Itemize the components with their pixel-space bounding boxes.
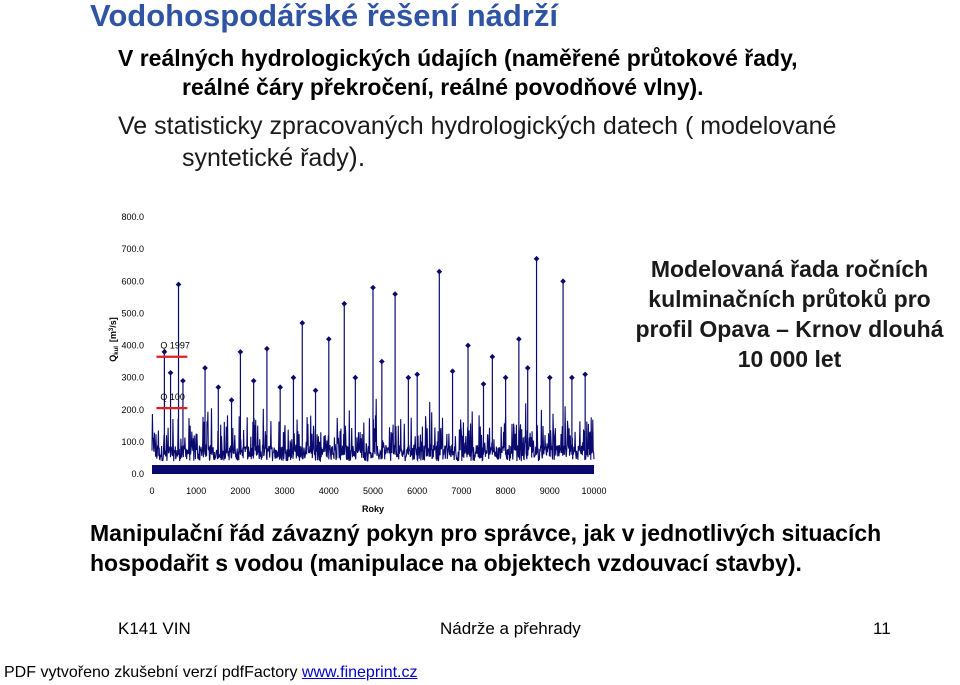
peak-marker-13 [312, 387, 319, 394]
chart-caption: Modelovaná řada ročních kulminačních prů… [612, 254, 960, 374]
y-tick-label-3: 300.0 [121, 373, 144, 383]
y-tick-label-6: 600.0 [121, 276, 144, 286]
manipulation-rule-text: Manipulační řád závazný pokyn pro správc… [90, 520, 882, 576]
footer-page-number: 11 [873, 619, 891, 638]
peak-marker-23 [449, 368, 456, 375]
peak-marker-1 [167, 369, 174, 376]
pdf-factory-note-text: PDF vytvořeno zkušební verzí pdfFactory [4, 664, 302, 681]
reference-label-0: Q 1997 [160, 341, 190, 351]
x-tick-label-3: 3000 [275, 486, 295, 496]
bullet-statistical-data: Ve statisticky zpracovaných hydrologický… [118, 111, 938, 174]
chart-reference-lines: Q 1997 Q 100 [156, 341, 190, 410]
reference-label-1: Q 100 [160, 392, 185, 402]
peak-marker-16 [352, 374, 359, 381]
x-tick-label-7: 7000 [451, 486, 471, 496]
peak-marker-12 [299, 320, 306, 326]
peak-marker-11 [290, 374, 297, 381]
y-tick-label-2: 200.0 [121, 405, 144, 415]
y-tick-label-7: 700.0 [121, 244, 144, 254]
flow-series-base-band [152, 465, 594, 474]
peak-marker-34 [582, 371, 588, 378]
peak-marker-25 [480, 381, 487, 387]
x-tick-label-5: 5000 [363, 486, 383, 496]
peak-marker-10 [277, 384, 284, 391]
bullet-statistical-line2: syntetické řady). [118, 142, 938, 174]
peak-marker-26 [489, 353, 496, 360]
chart-labels: 0.0 100.0 200.0 300.0 400.0 500.0 600.0 700.0 80… [108, 212, 607, 514]
bullet-statistical-line2-text: syntetické řady [182, 144, 349, 172]
y-tick-label-8: 800.0 [121, 212, 144, 222]
chart-series [151, 255, 595, 474]
y-tick-label-0: 0.0 [131, 469, 144, 479]
peak-marker-29 [524, 365, 531, 371]
fineprint-link[interactable]: www.fineprint.cz [301, 664, 418, 681]
peak-marker-8 [250, 378, 257, 384]
y-axis-label: Qkul[m3/s] [108, 317, 120, 362]
bullet-real-data: V reálných hydrologických údajích (naměř… [118, 44, 918, 102]
slide-title: Vodohospodářské řešení nádrží [90, 0, 558, 33]
x-tick-label-0: 0 [149, 486, 154, 496]
peak-marker-31 [546, 374, 553, 381]
x-tick-label-8: 8000 [496, 486, 516, 496]
x-tick-label-1: 1000 [186, 486, 206, 496]
footer-course-code: K141 VIN [118, 619, 191, 638]
x-tick-label-6: 6000 [407, 486, 427, 496]
chart-caption-line3: profil Opava – Krnov dlouhá [635, 316, 944, 342]
y-tick-label-1: 100.0 [121, 437, 144, 447]
peak-marker-30 [533, 255, 540, 262]
peak-marker-15 [341, 300, 348, 307]
x-tick-label-9: 9000 [540, 486, 560, 496]
bullet-real-data-line2: reálné čáry překročení, reálné povodňové… [182, 74, 704, 100]
peak-marker-33 [569, 374, 575, 381]
y-tick-label-5: 500.0 [121, 308, 144, 318]
peak-marker-6 [228, 397, 235, 403]
bullet-real-data-line1: V reálných hydrologických údajích (naměř… [118, 45, 798, 71]
peak-marker-7 [237, 349, 244, 355]
bullet-statistical-line1: Ve statisticky zpracovaných hydrologický… [118, 112, 837, 140]
footer-course-name: Nádrže a přehrady [440, 619, 581, 638]
peak-marker-3 [180, 378, 186, 384]
peak-marker-32 [560, 278, 566, 285]
flow-series-line [151, 398, 595, 463]
peak-marker-9 [264, 345, 270, 352]
chart-caption-line4: 10 000 let [737, 346, 842, 372]
pdf-factory-note: PDF vytvořeno zkušební verzí pdfFactory … [4, 664, 417, 682]
peak-marker-14 [325, 336, 332, 342]
peak-marker-27 [502, 374, 509, 381]
y-tick-label-4: 400.0 [121, 341, 144, 351]
chart-caption-line2: kulminačních průtoků pro [648, 286, 931, 312]
peak-marker-19 [392, 291, 398, 297]
peak-marker-17 [370, 284, 376, 291]
peak-marker-18 [379, 358, 385, 365]
peak-marker-22 [436, 268, 443, 275]
bullet-statistical-line2-end: ). [348, 142, 366, 172]
peak-marker-28 [516, 336, 522, 342]
x-tick-label-10: 10000 [581, 486, 606, 496]
x-axis-label: Roky [362, 504, 384, 514]
peak-marker-24 [465, 342, 471, 349]
peak-marker-21 [414, 371, 421, 378]
x-tick-label-2: 2000 [230, 486, 250, 496]
chart-caption-line1: Modelovaná řada ročních [650, 256, 929, 282]
peak-marker-0 [161, 349, 168, 355]
x-tick-label-4: 4000 [319, 486, 339, 496]
peak-marker-5 [215, 384, 222, 391]
peak-marker-20 [405, 374, 412, 381]
peak-marker-2 [175, 281, 182, 288]
peak-marker-4 [202, 365, 208, 371]
flow-chart: Q 1997 Q 100 0.0 100.0 200.0 300.0 400.0 500.0… [108, 212, 607, 514]
